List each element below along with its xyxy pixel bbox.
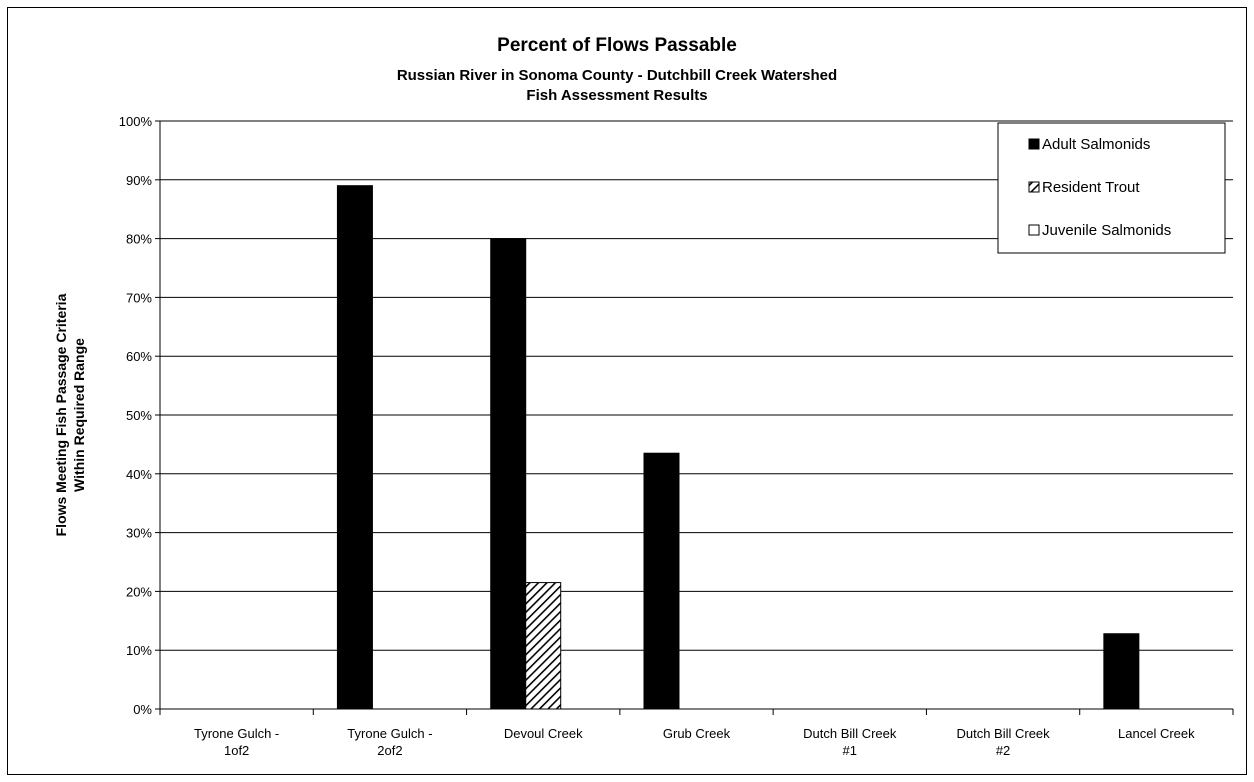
x-tick-label: Dutch Bill Creek [956,726,1050,741]
y-tick-label: 60% [126,349,152,364]
chart-subtitle-line: Russian River in Sonoma County - Dutchbi… [397,67,837,84]
bar-adult-salmonids [1103,633,1140,710]
x-tick-label: 2of2 [377,743,402,758]
y-tick-label: 10% [126,643,152,658]
bar-adult-salmonids [643,452,680,710]
chart-title: Percent of Flows Passable [497,35,737,56]
bar-adult-salmonids [490,238,527,710]
legend-label: Juvenile Salmonids [1042,222,1171,239]
x-tick-label: Tyrone Gulch - [347,726,432,741]
y-tick-label: 80% [126,232,152,247]
y-tick-label: 90% [126,173,152,188]
y-tick-label: 0% [133,702,152,717]
x-tick-label: Grub Creek [663,726,731,741]
y-tick-label: 20% [126,584,152,599]
x-tick-label: #1 [843,743,857,758]
x-tick-label: Tyrone Gulch - [194,726,279,741]
y-tick-label: 70% [126,290,152,305]
bar-adult-salmonids [336,185,373,710]
legend-label: Resident Trout [1042,179,1140,196]
y-tick-label: 50% [126,408,152,423]
x-tick-label: 1of2 [224,743,249,758]
x-tick-label: Dutch Bill Creek [803,726,897,741]
x-tick-label: Devoul Creek [504,726,583,741]
bar-resident-trout [525,582,562,710]
x-tick-label: Lancel Creek [1118,726,1195,741]
y-axis-label-line: Within Required Range [71,338,87,492]
y-tick-label: 100% [119,114,153,129]
chart-subtitle-line: Fish Assessment Results [526,87,707,104]
legend-swatch [1028,138,1040,150]
y-axis-label-line: Flows Meeting Fish Passage Criteria [53,293,69,536]
y-tick-label: 40% [126,467,152,482]
legend-swatch [1028,181,1040,193]
legend-label: Adult Salmonids [1042,136,1150,153]
x-tick-label: #2 [996,743,1010,758]
legend-swatch [1028,224,1040,236]
y-tick-label: 30% [126,526,152,541]
